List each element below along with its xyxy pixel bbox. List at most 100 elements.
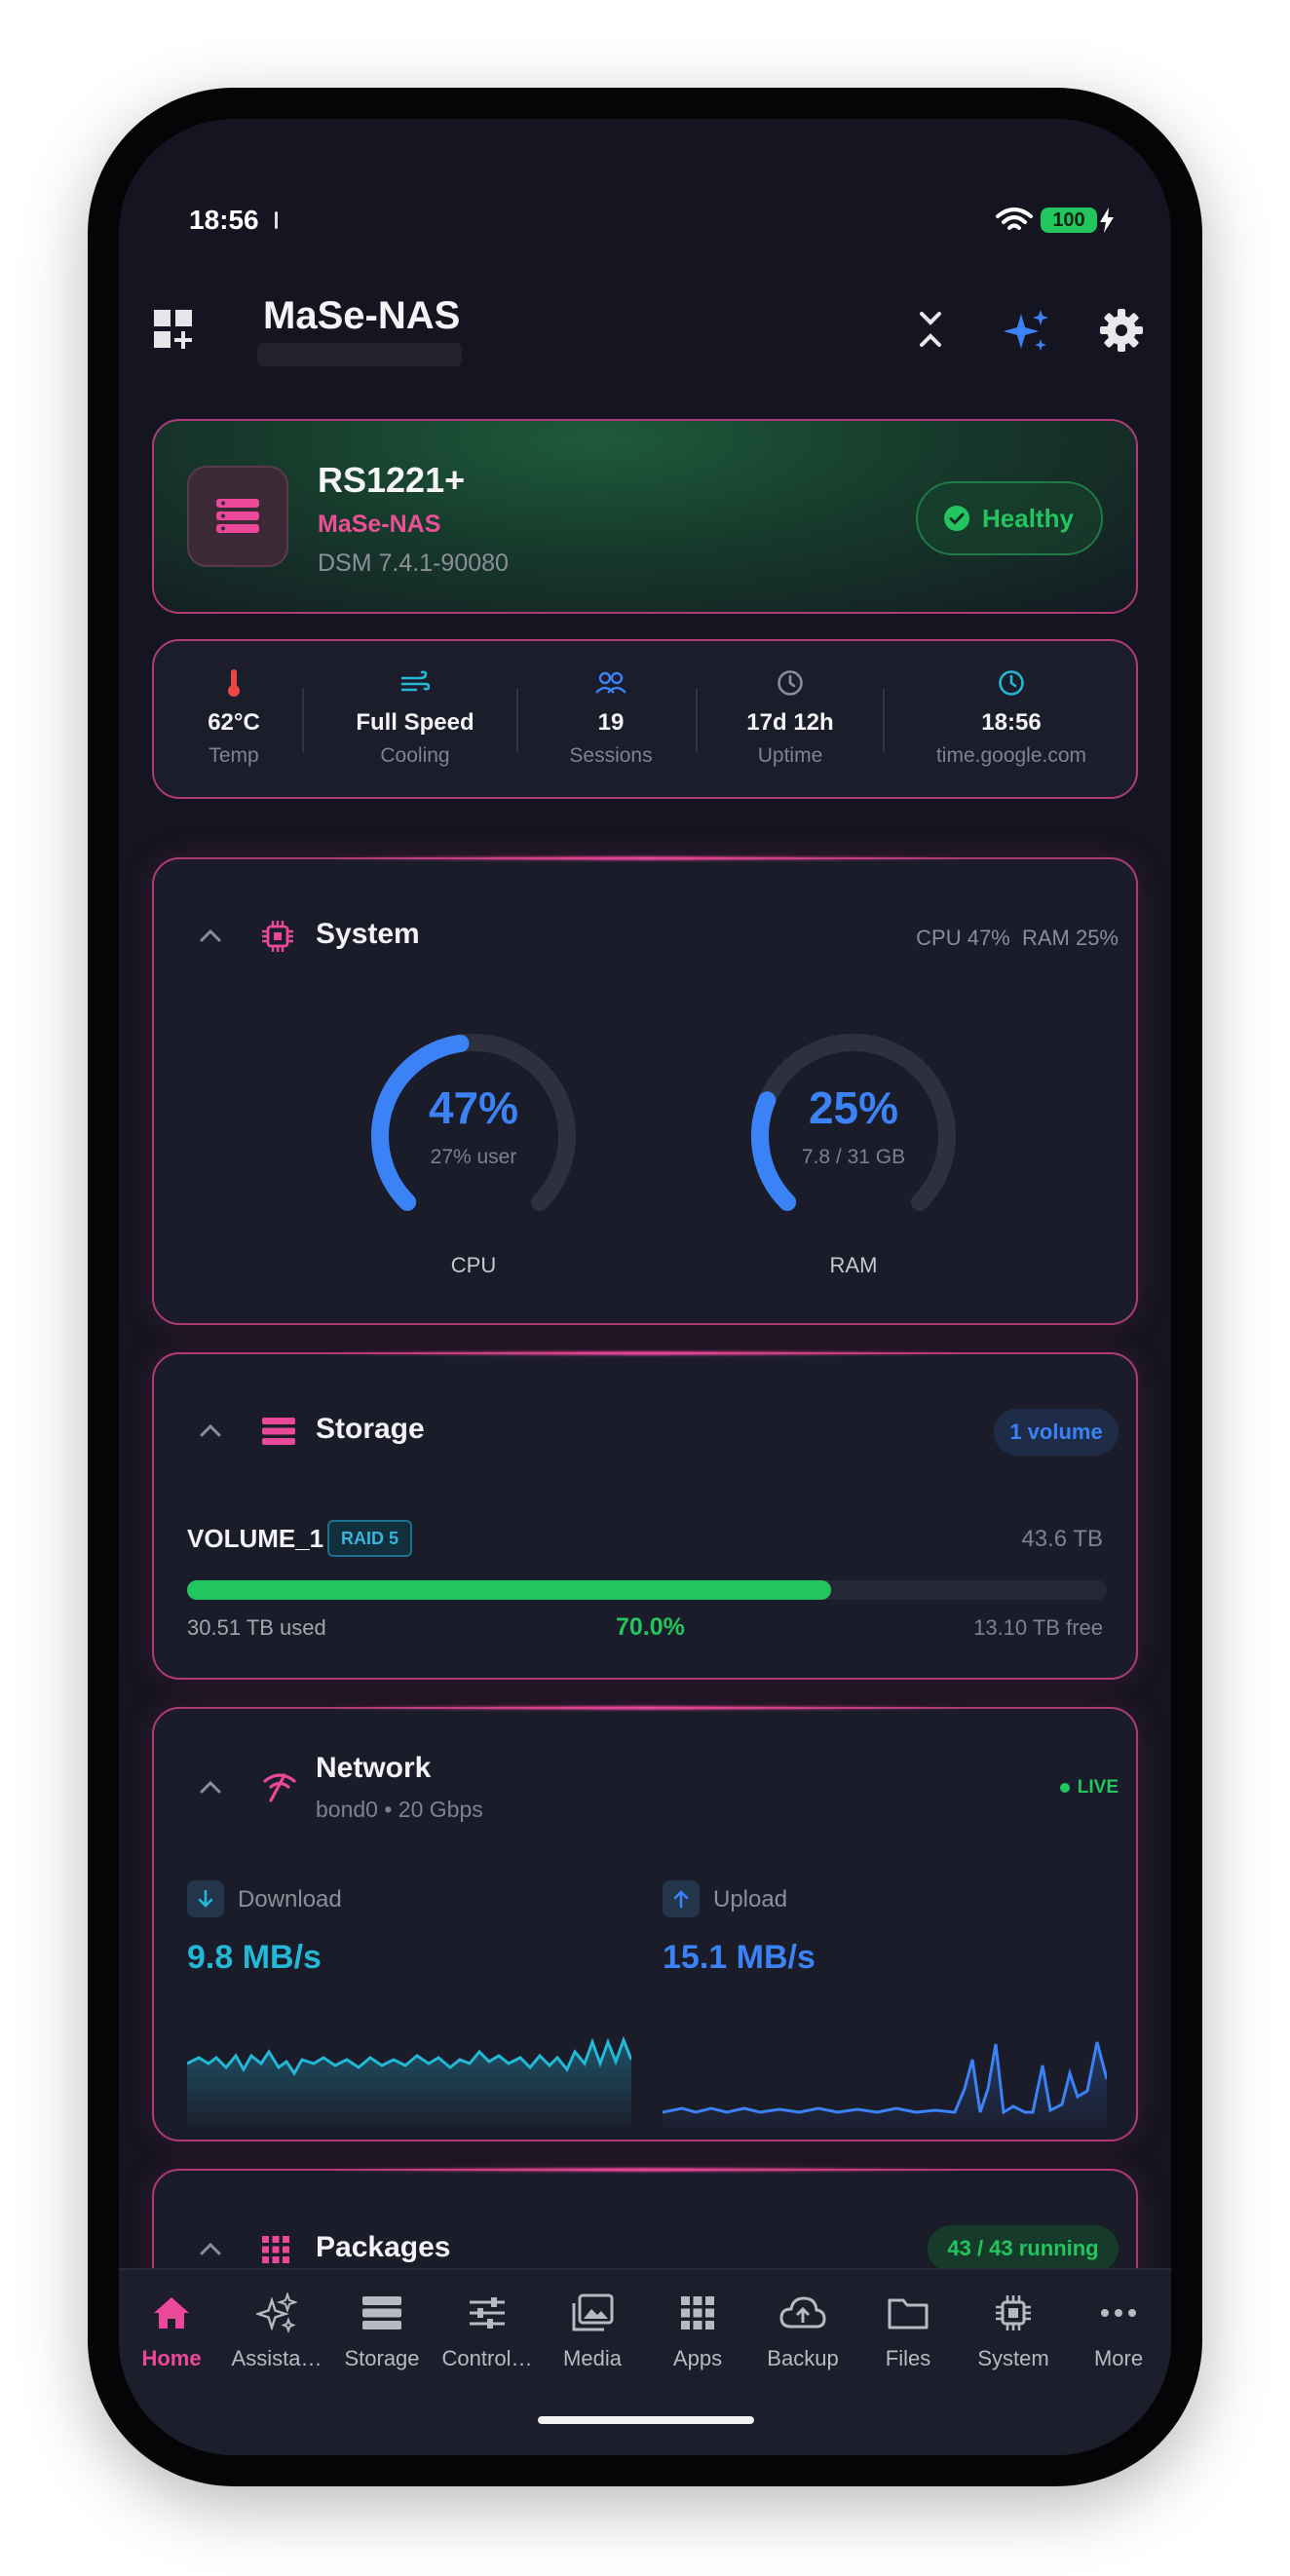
- stat-sessions: 19 Sessions: [528, 666, 694, 768]
- settings-gear-icon[interactable]: [1099, 308, 1144, 353]
- home-indicator: [538, 2416, 754, 2424]
- hidden-subtitle: [257, 343, 462, 366]
- network-card: Network bond0 • 20 Gbps LIVE Download 9.…: [152, 1707, 1138, 2141]
- device-card[interactable]: RS1221+ MaSe-NAS DSM 7.4.1-90080 Healthy: [152, 419, 1138, 614]
- download-sparkline: [187, 2035, 631, 2128]
- volume-size: 43.6 TB: [1021, 1526, 1103, 1552]
- apps-grid-icon: [262, 2236, 289, 2263]
- cloud-upload-icon: [779, 2296, 826, 2329]
- stat-cooling: Full Speed Cooling: [318, 666, 512, 768]
- nav-files[interactable]: Files: [855, 2286, 961, 2371]
- nav-control[interactable]: Control…: [435, 2286, 540, 2371]
- storage-title: Storage: [316, 1413, 425, 1445]
- live-indicator: LIVE: [1059, 1777, 1119, 1799]
- screen: 18:56 100 MaSe-NAS: [119, 119, 1171, 2455]
- system-card: System CPU 47% RAM 25% 47% 27% user CPU …: [152, 857, 1138, 1325]
- download-label: Download: [238, 1886, 342, 1913]
- device-name: MaSe-NAS: [318, 511, 441, 538]
- system-title: System: [316, 918, 420, 950]
- stat-time-label: time.google.com: [935, 744, 1087, 767]
- nav-apps-label: Apps: [672, 2346, 723, 2370]
- chevron-up-icon[interactable]: [199, 928, 222, 943]
- packages-running-badge: 43 / 43 running: [928, 2225, 1119, 2272]
- ram-sub: 7.8 / 31 GB: [801, 1146, 906, 1168]
- sliders-icon: [470, 2297, 505, 2329]
- stat-sessions-value: 19: [597, 709, 625, 736]
- upload-label: Upload: [713, 1886, 788, 1913]
- stat-sessions-label: Sessions: [569, 744, 653, 767]
- nav-system-label: System: [977, 2346, 1049, 2370]
- storage-card: Storage 1 volume VOLUME_1 RAID 5 43.6 TB…: [152, 1352, 1138, 1680]
- home-icon: [154, 2297, 189, 2329]
- volume-used: 30.51 TB used: [187, 1615, 326, 1640]
- phone-frame: 18:56 100 MaSe-NAS: [88, 88, 1202, 2486]
- stat-cooling-label: Cooling: [380, 744, 450, 767]
- stat-time-value: 18:56: [981, 709, 1042, 736]
- battery-indicator: 100: [1041, 208, 1097, 233]
- nav-control-label: Control…: [441, 2346, 533, 2370]
- health-label: Healthy: [982, 503, 1074, 533]
- stat-uptime-label: Uptime: [757, 744, 823, 767]
- server-icon: [187, 466, 288, 567]
- wifi-icon: [996, 208, 1033, 230]
- add-widget-icon[interactable]: [154, 310, 195, 351]
- cpu-gauge: 47% 27% user: [357, 1019, 590, 1253]
- device-model: RS1221+: [318, 460, 466, 500]
- nav-assistant-label: Assista…: [231, 2346, 322, 2370]
- packages-title: Packages: [316, 2231, 451, 2263]
- stat-cooling-value: Full Speed: [356, 709, 474, 736]
- stat-uptime-value: 17d 12h: [746, 709, 834, 736]
- collapse-all-icon[interactable]: [916, 310, 945, 349]
- nav-storage[interactable]: Storage: [329, 2286, 435, 2371]
- system-summary: CPU 47% RAM 25%: [916, 926, 1119, 950]
- chevron-up-icon[interactable]: [199, 2241, 222, 2256]
- bottom-nav: Home Assista… Storage Control…: [119, 2268, 1171, 2455]
- health-badge: Healthy: [916, 481, 1103, 555]
- storage-icon: [262, 1418, 295, 1445]
- chevron-up-icon[interactable]: [199, 1422, 222, 1438]
- volume-percent: 70.0%: [616, 1613, 685, 1641]
- nav-media[interactable]: Media: [540, 2286, 645, 2371]
- stat-temp-value: 62°C: [208, 709, 260, 736]
- stat-uptime: 17d 12h Uptime: [707, 666, 873, 768]
- ram-percent: 25%: [808, 1082, 899, 1133]
- status-indicator: [275, 211, 278, 229]
- nav-system[interactable]: System: [961, 2286, 1066, 2371]
- chip-icon: [996, 2295, 1031, 2330]
- status-time: 18:56: [189, 205, 259, 235]
- nav-files-label: Files: [885, 2346, 931, 2370]
- chevron-up-icon[interactable]: [199, 1779, 222, 1795]
- dsm-version: DSM 7.4.1-90080: [318, 549, 509, 577]
- cpu-sub: 27% user: [430, 1146, 517, 1168]
- ram-label: RAM: [829, 1253, 878, 1277]
- stat-temp-label: Temp: [209, 744, 259, 767]
- nav-home[interactable]: Home: [119, 2286, 224, 2371]
- cpu-chip-icon: [262, 921, 293, 952]
- charging-icon: [1100, 208, 1114, 233]
- nav-more[interactable]: More: [1066, 2286, 1171, 2371]
- nav-apps[interactable]: Apps: [645, 2286, 750, 2371]
- volume-usage-bar: [187, 1580, 1107, 1600]
- network-interface: bond0 • 20 Gbps: [316, 1797, 483, 1822]
- download-arrow-icon: [187, 1880, 224, 1917]
- volume-usage-fill: [187, 1580, 831, 1600]
- folder-icon: [888, 2298, 929, 2330]
- media-icon: [572, 2293, 614, 2331]
- ram-gauge: 25% 7.8 / 31 GB: [737, 1019, 970, 1253]
- users-icon: [595, 671, 626, 694]
- thermometer-icon: [228, 669, 240, 697]
- check-circle-icon: [944, 506, 969, 531]
- upload-arrow-icon: [663, 1880, 700, 1917]
- network-signal-icon: [263, 1773, 296, 1802]
- download-speed: 9.8 MB/s: [187, 1939, 322, 1976]
- more-icon: [1101, 2309, 1136, 2317]
- page-title: MaSe-NAS: [263, 294, 461, 337]
- apps-grid-icon: [681, 2296, 714, 2330]
- clock-icon: [999, 670, 1024, 696]
- nav-home-label: Home: [141, 2346, 202, 2370]
- assistant-sparkle-icon[interactable]: [1002, 306, 1052, 357]
- nav-assistant[interactable]: Assista…: [224, 2286, 329, 2371]
- upload-speed: 15.1 MB/s: [663, 1939, 816, 1976]
- stat-time: 18:56 time.google.com: [894, 666, 1128, 768]
- nav-backup[interactable]: Backup: [750, 2286, 855, 2371]
